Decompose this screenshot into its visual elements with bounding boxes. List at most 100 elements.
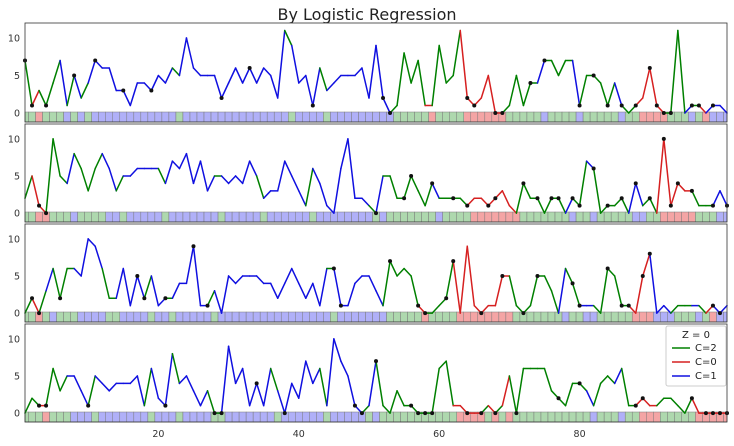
series-segment <box>606 82 616 107</box>
series-segment <box>164 67 174 84</box>
y-tick-label: 5 <box>14 271 20 282</box>
state-band <box>688 211 696 223</box>
series-segment <box>403 267 412 277</box>
series-segment <box>171 352 181 385</box>
series-segment <box>87 238 96 248</box>
series-segment <box>248 382 258 407</box>
state-band <box>358 211 366 223</box>
series-segment <box>73 152 82 170</box>
series-segment <box>45 267 54 292</box>
state-band <box>386 311 394 323</box>
series-segment <box>536 59 546 84</box>
data-point <box>675 181 680 186</box>
series-segment <box>649 67 658 107</box>
data-point <box>577 203 582 208</box>
series-segment <box>192 245 202 307</box>
series-segment <box>585 390 595 407</box>
series-segment <box>543 275 553 292</box>
state-band <box>182 211 191 223</box>
series-segment <box>642 67 651 99</box>
state-band <box>379 111 387 123</box>
data-point <box>37 311 42 316</box>
data-point <box>30 103 35 108</box>
state-band <box>456 411 465 423</box>
state-band <box>337 411 345 423</box>
series-segment <box>571 59 581 107</box>
data-point <box>331 266 336 271</box>
state-band <box>603 111 612 123</box>
series-segment <box>227 345 237 385</box>
data-point <box>465 203 470 208</box>
data-point <box>710 411 715 416</box>
series-segment <box>227 275 237 285</box>
state-band <box>210 111 219 123</box>
series-segment <box>508 275 518 307</box>
series-segment <box>80 167 89 192</box>
state-band <box>610 411 619 423</box>
state-band <box>126 311 135 323</box>
data-point <box>191 244 196 249</box>
state-band <box>414 311 422 323</box>
data-point <box>44 103 49 108</box>
series-segment <box>171 160 181 170</box>
series-segment <box>298 190 307 207</box>
series-segment <box>340 138 349 170</box>
state-band <box>351 411 359 423</box>
series-segment <box>333 74 342 84</box>
series-segment <box>185 37 195 69</box>
series-segment <box>452 29 461 77</box>
series-segment <box>312 167 321 185</box>
data-point <box>689 396 694 401</box>
state-band <box>203 411 212 423</box>
series-segment <box>45 82 54 107</box>
state-band <box>610 211 619 223</box>
state-band <box>568 111 577 123</box>
data-point <box>647 196 652 201</box>
state-band <box>105 211 114 223</box>
state-band <box>266 411 275 423</box>
state-band <box>470 311 479 323</box>
state-band <box>28 111 36 123</box>
state-band <box>309 211 317 223</box>
series-segment <box>691 397 700 414</box>
series-segment <box>656 138 665 214</box>
series-segment <box>45 138 54 214</box>
state-band <box>631 211 640 223</box>
state-band <box>351 211 359 223</box>
series-segment <box>347 138 356 199</box>
state-band <box>449 411 457 423</box>
series-segment <box>347 375 356 407</box>
series-segment <box>642 252 651 277</box>
series-segment <box>150 367 160 399</box>
y-tick-label: 10 <box>8 334 20 345</box>
series-segment <box>592 382 602 407</box>
data-point <box>163 296 168 301</box>
series-segment <box>52 138 61 177</box>
state-band <box>140 211 149 223</box>
panel-background <box>25 224 727 322</box>
state-band <box>70 411 78 423</box>
state-band <box>646 311 654 323</box>
x-tick-label: 20 <box>152 429 164 440</box>
series-segment <box>80 82 89 99</box>
state-band <box>147 111 156 123</box>
series-segment <box>712 190 721 207</box>
state-band <box>519 211 528 223</box>
state-band <box>266 211 275 223</box>
state-band <box>217 111 226 123</box>
state-band <box>674 311 682 323</box>
state-band <box>309 311 317 323</box>
legend-entries: C=2 C=0 C=1 <box>672 343 717 382</box>
series-segment <box>677 29 686 114</box>
state-band <box>259 111 268 123</box>
series-segment <box>87 167 96 192</box>
series-segment <box>361 67 370 99</box>
data-point <box>219 96 224 100</box>
series-segment <box>143 275 153 299</box>
series-segment <box>66 74 75 107</box>
state-band <box>463 211 472 223</box>
data-point <box>37 203 42 208</box>
series-segment <box>515 74 525 107</box>
state-band <box>238 311 247 323</box>
series-segment <box>410 275 419 307</box>
